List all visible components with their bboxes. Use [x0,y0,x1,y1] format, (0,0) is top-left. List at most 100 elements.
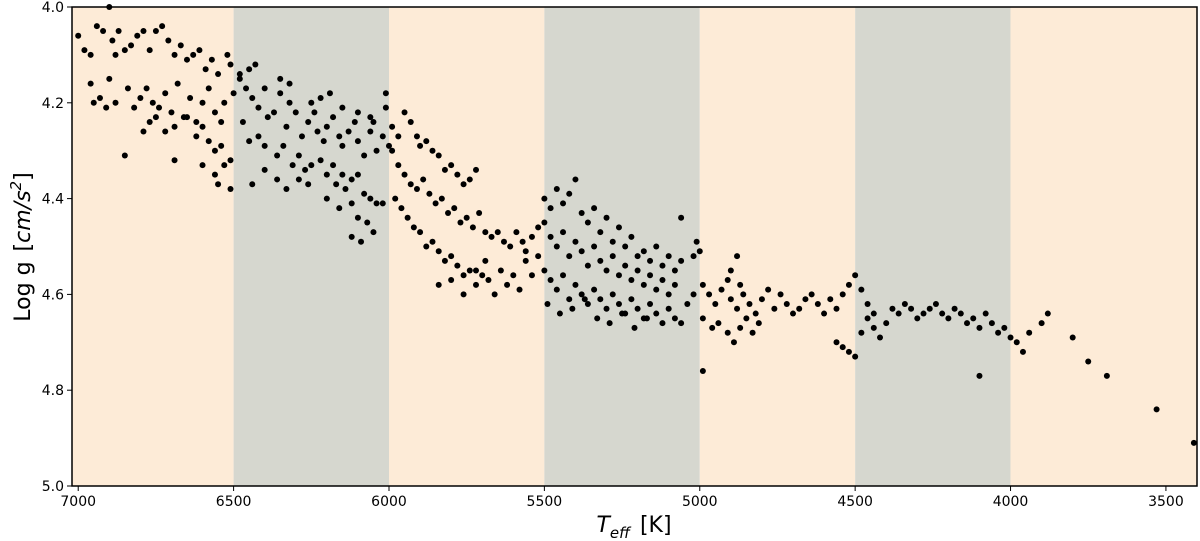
data-point [370,118,377,125]
data-point [124,85,131,92]
data-point [215,71,222,78]
data-point [671,267,678,274]
y-axis-label-text: Log g [11,261,36,321]
data-point [659,262,666,269]
data-point [640,248,647,255]
data-point [162,128,169,135]
data-point [724,329,731,336]
data-point [115,27,122,34]
y-tick-label: 4.0 [42,0,64,16]
data-point [152,27,159,34]
data-point [445,209,452,216]
data-point [336,133,343,140]
data-point [379,200,386,207]
data-point [339,171,346,178]
data-point [591,286,598,293]
data-point [473,267,480,274]
data-point [684,300,691,307]
data-point [389,123,396,130]
data-point [454,262,461,269]
data-point [578,209,585,216]
data-point [528,272,535,279]
data-point [252,61,259,68]
data-point [218,142,225,149]
data-point [622,262,629,269]
data-point [647,257,654,264]
data-point [320,138,327,145]
data-point [864,315,871,322]
data-point [339,104,346,111]
data-point [171,123,178,130]
data-point [572,238,579,245]
data-point [283,123,290,130]
data-point [432,200,439,207]
data-point [286,80,293,87]
data-point [165,37,172,44]
data-point [149,99,156,106]
data-point [134,32,141,39]
data-point [404,214,411,221]
data-point [519,238,526,245]
data-point [1085,358,1092,365]
data-point [211,109,218,116]
x-axis-label-sub: eff [610,524,632,541]
data-point [864,300,871,307]
data-point [1013,339,1020,346]
data-point [87,51,94,58]
data-point [401,171,408,178]
data-point [1026,329,1033,336]
x-tick-label: 4500 [837,494,873,510]
data-point [699,281,706,288]
data-point [280,142,287,149]
data-point [908,305,915,312]
data-point [448,162,455,169]
background-bands [72,7,1197,486]
band-6 [1010,7,1197,486]
data-point [339,142,346,149]
data-point [395,133,402,140]
data-point [839,344,846,351]
data-point [398,205,405,212]
data-point [218,118,225,125]
data-point [584,262,591,269]
data-point [271,109,278,116]
data-point [566,296,573,303]
data-point [140,128,147,135]
data-point [227,157,234,164]
data-point [454,171,461,178]
data-point [308,162,315,169]
data-point [569,305,576,312]
data-point [93,23,100,30]
data-point [522,257,529,264]
data-point [696,248,703,255]
data-point [261,85,268,92]
data-point [628,233,635,240]
data-point [578,248,585,255]
data-point [535,224,542,231]
data-point [121,47,128,54]
data-point [889,305,896,312]
data-point [236,71,243,78]
data-point [336,205,343,212]
data-point [174,80,181,87]
data-point [765,286,772,293]
data-point [112,51,119,58]
data-point [690,291,697,298]
data-point [75,32,82,39]
data-point [420,176,427,183]
data-point [628,277,635,284]
data-point [243,85,250,92]
data-point [528,233,535,240]
data-point [945,315,952,322]
data-point [516,286,523,293]
data-point [690,253,697,260]
data-point [246,66,253,73]
data-point [121,152,128,159]
data-point [295,152,302,159]
data-point [553,286,560,293]
data-point [709,324,716,331]
data-point [712,300,719,307]
x-tick-label: 6500 [216,494,252,510]
data-point [146,118,153,125]
